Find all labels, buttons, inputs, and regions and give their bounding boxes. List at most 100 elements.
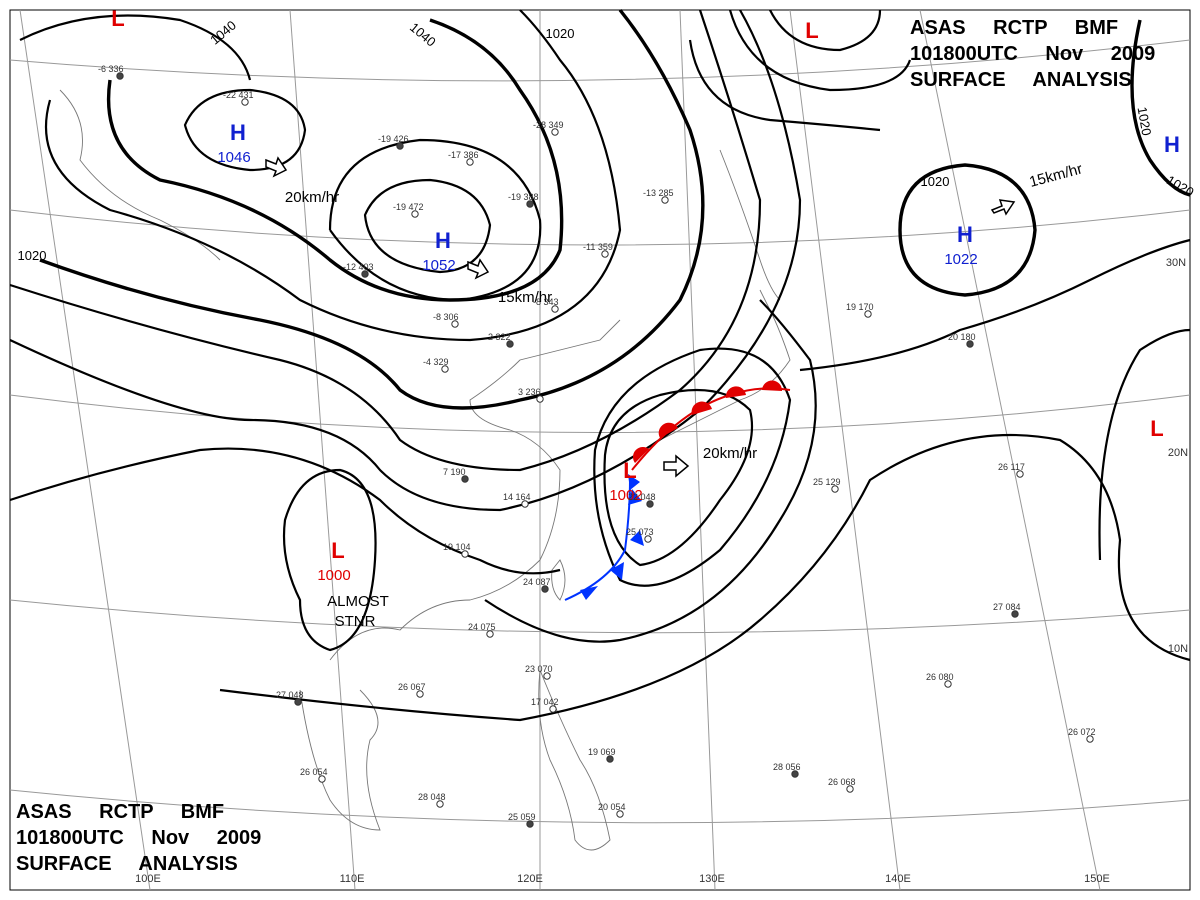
station-marker [846,785,854,793]
station-report: 26 067 [398,682,426,692]
longitude-label: 100E [135,873,161,885]
station-marker [831,485,839,493]
station-report: 22 048 [628,492,656,502]
center-value: 1000 [317,567,350,584]
center-type: H [1164,132,1180,157]
station-report: -19 472 [393,202,424,212]
station-marker [606,755,614,763]
station-marker [661,196,669,204]
station-report: -8 306 [433,312,459,322]
station-report: 3 236 [518,387,541,397]
station-report: -19 426 [378,134,409,144]
station-report: -8 343 [533,297,559,307]
center-type: H [435,228,451,253]
station-report: 26 117 [998,462,1025,472]
station-report: 26 054 [300,767,328,777]
motion-label: 20km/hr [285,189,339,206]
graticule [9,9,1191,891]
header-line: SURFACE ANALYSIS [16,853,238,875]
station-marker [396,142,404,150]
station-marker [451,320,459,328]
isobar [728,9,912,92]
station-marker [791,770,799,778]
annotation: ALMOST [327,593,389,610]
station-report: 24 087 [523,577,551,587]
header-line: 101800UTC Nov 2009 [910,43,1155,65]
isobar-label: 1020 [921,174,950,189]
station-report: 23 070 [525,664,553,674]
station-report: 28 056 [773,762,801,772]
station-marker [116,72,124,80]
coastlines [59,89,791,851]
isobar-label: 1020 [546,26,575,41]
station-marker [1011,610,1019,618]
station-marker [1016,470,1024,478]
isobar [898,163,1037,297]
isobar-label: 1020 [18,248,47,263]
motion-label: 20km/hr [703,445,757,462]
station-marker [486,630,494,638]
station-report: 19 170 [846,302,874,312]
center-value: 1046 [217,149,250,166]
center-value: 1002 [609,487,642,504]
station-report: -11 359 [583,242,613,252]
station-marker [461,475,469,483]
map-frame [9,9,1191,891]
isobar [106,18,564,302]
station-marker [601,250,609,258]
coast [299,689,381,831]
station-marker [646,500,654,508]
station-report: 19 104 [443,542,471,552]
center-type: H [230,120,246,145]
station-marker [506,340,514,348]
station-report: -13 285 [643,188,674,198]
center-value: 1052 [422,257,455,274]
center-type: L [111,6,124,31]
station-marker [411,210,419,218]
coast [719,149,781,301]
lat-line [9,789,1191,824]
station-report: -12 403 [343,262,374,272]
isobar [328,138,542,302]
motion-label: 15km/hr [498,289,552,306]
station-report: 2 322 [488,332,511,342]
isobar [9,9,762,472]
station-report: 14 164 [503,492,531,502]
isobars [9,8,1191,722]
lon-line [679,9,716,891]
station-marker [521,500,529,508]
isobar [363,178,492,274]
isobar [799,238,1191,372]
station-report: 26 072 [1068,727,1096,737]
station-marker [461,550,469,558]
lon-line [919,9,1101,891]
station-report: 7 190 [443,467,466,477]
station-report: 27 048 [276,690,304,700]
latitude-label: 20N [1168,447,1188,459]
center-type: L [1150,416,1163,441]
station-marker [436,800,444,808]
isobar [44,9,622,342]
station-report: 25 059 [508,812,536,822]
station-report: 24 075 [468,622,496,632]
station-marker [526,820,534,828]
arrow [467,258,490,280]
fronts [564,380,791,601]
center-type: L [331,538,344,563]
station-marker [616,810,624,818]
station-report: 17 042 [531,697,559,707]
lon-line [789,9,901,891]
station-report: 27 084 [993,602,1021,612]
station-report: 20 180 [948,332,976,342]
isobar [19,14,252,81]
station-marker [318,775,326,783]
warm-front-semicircles [633,380,783,463]
isobar [9,447,561,575]
station-marker [864,310,872,318]
longitude-label: 150E [1084,873,1110,885]
arrow [265,156,288,178]
isobar [1098,328,1191,561]
lat-line [9,599,1191,634]
station-report: 25 129 [813,477,841,487]
